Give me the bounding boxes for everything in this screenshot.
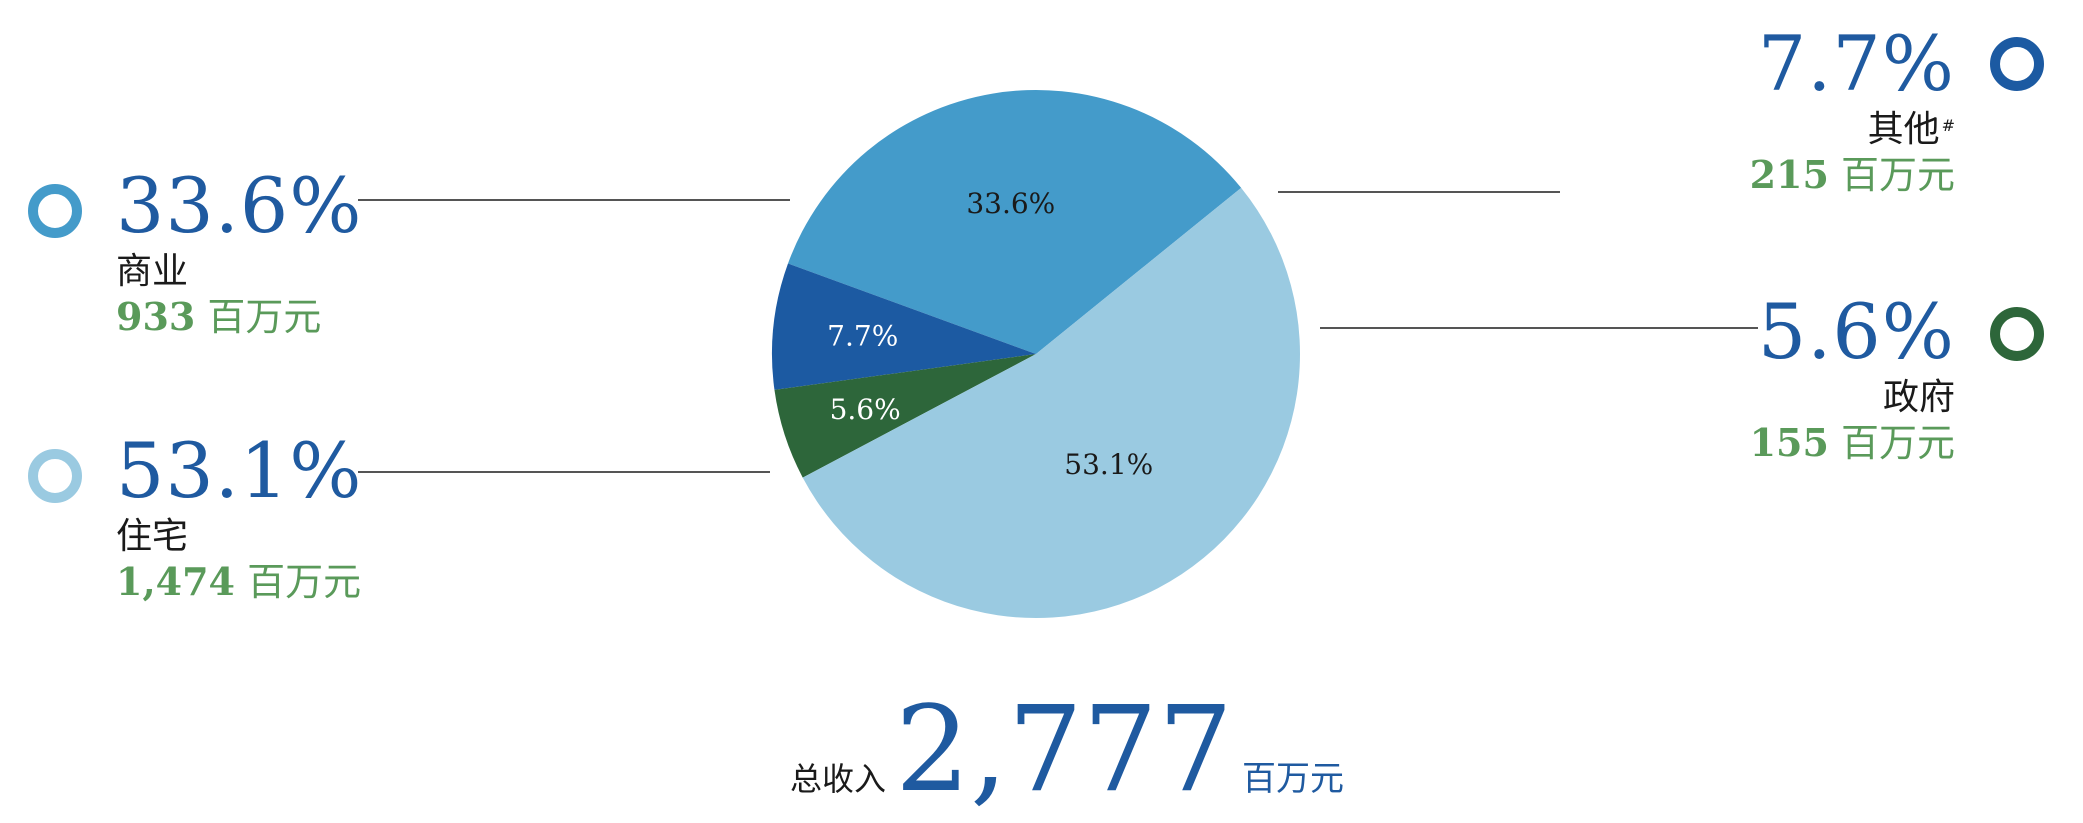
legend-residential-label: 住宅 (116, 516, 189, 557)
legend-other-amount: 215 百万元 (1700, 152, 1955, 198)
legend-commercial: 33.6% 商业 933 百万元 (116, 168, 362, 340)
legend-residential-unit: 百万元 (247, 560, 362, 604)
commercial-marker-icon (28, 184, 82, 238)
legend-government-amount: 155 百万元 (1700, 420, 1955, 466)
legend-commercial-amount: 933 百万元 (116, 294, 362, 340)
legend-residential-amount: 1,474 百万元 (116, 559, 362, 605)
legend-commercial-unit: 百万元 (207, 295, 322, 339)
legend-residential-percent: 53.1% (116, 426, 363, 515)
total-value: 2,777 (895, 680, 1233, 818)
government-marker-icon (1990, 307, 2044, 361)
legend-government: 5.6% 政府 155 百万元 (1700, 294, 1955, 466)
total-revenue: 总收入 2,777 百万元 (790, 690, 1344, 808)
residential-marker-icon (28, 449, 82, 503)
legend-government-label: 政府 (1882, 377, 1955, 418)
legend-commercial-percent: 33.6% (116, 161, 363, 250)
pie-slices (772, 90, 1301, 619)
legend-other-value: 215 (1749, 152, 1829, 197)
legend-government-percent: 5.6% (1757, 287, 1955, 376)
other-marker-icon (1990, 37, 2044, 91)
total-label: 总收入 (790, 760, 887, 798)
legend-other-percent: 7.7% (1757, 19, 1955, 108)
leader-lines (358, 191, 1758, 473)
legend-commercial-label: 商业 (116, 251, 189, 292)
pie-slice-label-other: 7.7% (827, 319, 898, 352)
pie-slice-labels: 33.6% 7.7% 5.6% 53.1% (827, 187, 1153, 481)
total-unit: 百万元 (1242, 759, 1345, 799)
legend-government-unit: 百万元 (1840, 421, 1955, 465)
pie-slice-commercial (787, 90, 1242, 355)
pie-slice-government (774, 354, 1036, 478)
legend-government-value: 155 (1749, 420, 1829, 465)
pie-slice-other (772, 263, 1036, 390)
legend-other-label: 其他 # (1700, 108, 1955, 152)
pie-slice-label-residential: 53.1% (1064, 448, 1153, 481)
legend-commercial-value: 933 (116, 294, 196, 339)
legend-other: 7.7% 其他 # 215 百万元 (1700, 26, 1955, 198)
pie-slice-label-government: 5.6% (830, 393, 901, 426)
pie-slice-label-commercial: 33.6% (966, 187, 1055, 220)
legend-residential-value: 1,474 (116, 559, 235, 604)
pie-slice-residential (802, 187, 1301, 619)
legend-other-label-text: 其他 (1867, 109, 1940, 150)
legend-other-footnote-mark: # (1941, 116, 1955, 135)
legend-other-unit: 百万元 (1840, 153, 1955, 197)
legend-residential: 53.1% 住宅 1,474 百万元 (116, 433, 362, 605)
